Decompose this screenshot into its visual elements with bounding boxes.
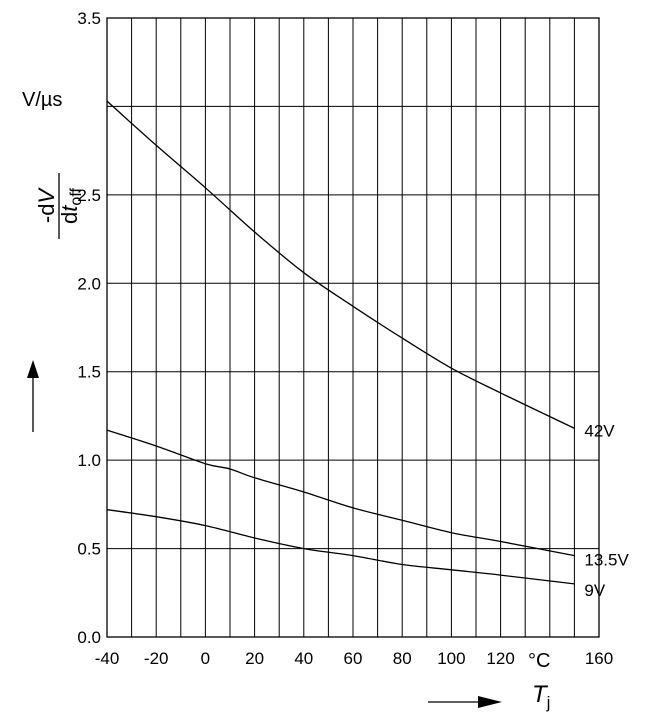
y-label-prefix: -d: [34, 204, 59, 224]
svg-text:-dV: -dV: [34, 187, 59, 224]
x-tick-label: 0: [201, 649, 210, 668]
svg-text:dtoff: dtoff: [57, 188, 85, 224]
x-tick-label: 100: [437, 649, 465, 668]
y-label-den-prefix: d: [57, 212, 82, 224]
y-axis-label: -dV dtoff: [34, 173, 85, 239]
x-tick-label: 80: [393, 649, 412, 668]
y-tick-label: 0.5: [77, 540, 101, 559]
series-line: [106, 429, 575, 557]
x-tick-label: 60: [344, 649, 363, 668]
x-axis-arrow: [428, 696, 502, 708]
x-tick-label: 20: [245, 649, 264, 668]
y-axis-arrow: [27, 360, 39, 432]
series-lines: [106, 100, 575, 585]
y-tick-label: 3.5: [77, 9, 101, 28]
y-unit-label: V/µs: [22, 89, 62, 111]
x-tick-label: 160: [585, 649, 613, 668]
y-label-den-var: t: [57, 205, 82, 212]
y-label-den-sub: off: [68, 188, 85, 206]
y-tick-label: 1.5: [77, 363, 101, 382]
y-label-num-var: V: [34, 187, 59, 204]
y-tick-label: 1.0: [77, 451, 101, 470]
y-tick-label: 2.5: [77, 186, 101, 205]
x-axis-label: Tj: [532, 681, 550, 712]
x-tick-label: 120: [486, 649, 514, 668]
x-tick-labels: -40 -20 0 20 40 60 80 100 120 160: [95, 649, 613, 668]
grid: [106, 17, 600, 638]
series-line: [106, 100, 575, 429]
plot-border: [106, 17, 600, 638]
series-labels: 42V 13.5V 9V: [584, 421, 629, 600]
x-tick-label: -40: [95, 649, 120, 668]
x-tick-label: 40: [294, 649, 313, 668]
x-tick-label: -20: [144, 649, 169, 668]
series-label: 9V: [584, 581, 605, 600]
y-tick-label: 2.0: [77, 274, 101, 293]
series-label: 13.5V: [584, 551, 629, 570]
series-line: [106, 509, 575, 585]
y-tick-labels: 0.0 0.5 1.0 1.5 2.0 2.5 3.5: [77, 9, 101, 647]
series-label: 42V: [584, 421, 615, 440]
x-unit-label: °C: [528, 650, 550, 672]
y-tick-label: 0.0: [77, 628, 101, 647]
